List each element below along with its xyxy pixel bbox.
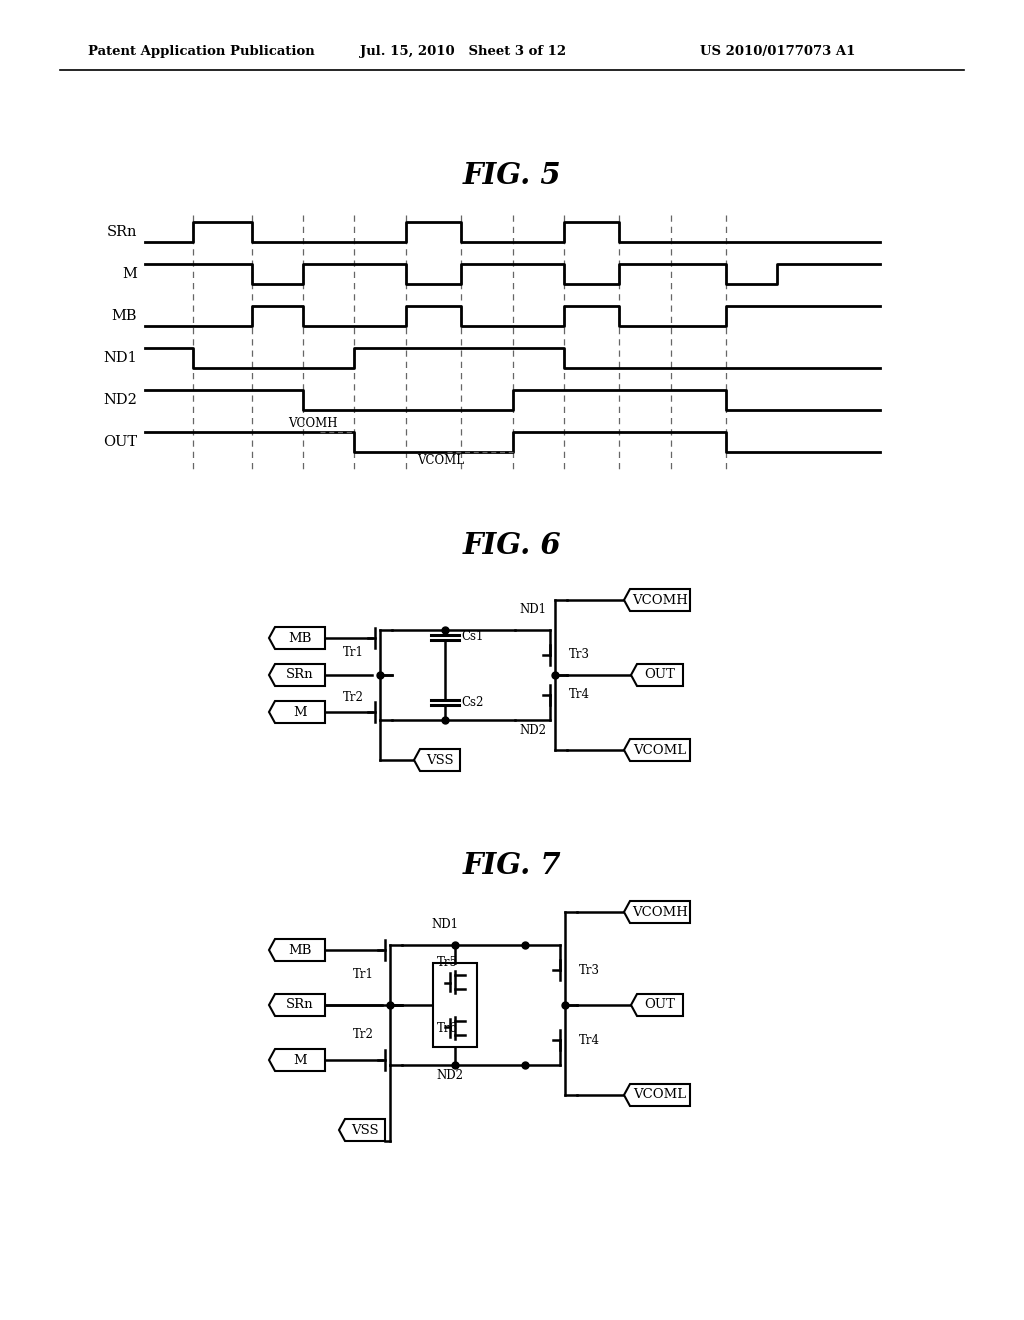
Text: VCOMH: VCOMH [289,417,338,430]
Text: M: M [122,267,137,281]
Text: OUT: OUT [644,998,676,1011]
Text: Tr1: Tr1 [353,969,374,982]
Text: Tr4: Tr4 [579,1034,600,1047]
Polygon shape [269,1049,325,1071]
Text: Tr1: Tr1 [343,645,364,659]
Text: SRn: SRn [286,998,313,1011]
Text: MB: MB [289,944,311,957]
Text: VSS: VSS [426,754,454,767]
Text: Cs1: Cs1 [461,631,483,644]
Text: ND2: ND2 [103,393,137,408]
Text: OUT: OUT [102,436,137,449]
Text: M: M [293,705,307,718]
Polygon shape [269,939,325,961]
Text: Patent Application Publication: Patent Application Publication [88,45,314,58]
Text: FIG. 7: FIG. 7 [463,850,561,879]
Polygon shape [269,627,325,649]
Polygon shape [624,739,690,762]
Polygon shape [631,994,683,1016]
Polygon shape [631,664,683,686]
Text: M: M [293,1053,307,1067]
Text: MB: MB [289,631,311,644]
Text: Tr4: Tr4 [569,689,590,701]
Polygon shape [269,701,325,723]
Polygon shape [269,994,325,1016]
Text: Cs2: Cs2 [461,696,483,709]
Text: Tr3: Tr3 [579,964,600,977]
Text: US 2010/0177073 A1: US 2010/0177073 A1 [700,45,855,58]
Polygon shape [339,1119,385,1140]
Text: ND1: ND1 [103,351,137,366]
Polygon shape [624,1084,690,1106]
Text: SRn: SRn [106,226,137,239]
Text: VCOML: VCOML [634,743,686,756]
Text: Tr2: Tr2 [343,690,364,704]
Text: ND2: ND2 [436,1069,464,1082]
Polygon shape [414,748,460,771]
Text: VSS: VSS [351,1123,379,1137]
Text: MB: MB [112,309,137,323]
Text: FIG. 5: FIG. 5 [463,161,561,190]
Text: VCOML: VCOML [417,454,464,467]
Text: Tr5: Tr5 [437,956,458,969]
Text: VCOML: VCOML [634,1089,686,1101]
Text: FIG. 6: FIG. 6 [463,531,561,560]
Text: VCOMH: VCOMH [632,906,688,919]
Text: OUT: OUT [644,668,676,681]
Polygon shape [624,589,690,611]
Bar [433,964,477,1047]
Text: Tr2: Tr2 [353,1028,374,1041]
Text: Tr6: Tr6 [437,1023,458,1035]
Polygon shape [269,664,325,686]
Text: ND1: ND1 [519,603,546,616]
Text: Jul. 15, 2010   Sheet 3 of 12: Jul. 15, 2010 Sheet 3 of 12 [360,45,566,58]
Text: VCOMH: VCOMH [632,594,688,606]
Text: Tr3: Tr3 [569,648,590,661]
Text: ND2: ND2 [519,723,546,737]
Text: ND1: ND1 [431,917,459,931]
Text: SRn: SRn [286,668,313,681]
Polygon shape [624,902,690,923]
